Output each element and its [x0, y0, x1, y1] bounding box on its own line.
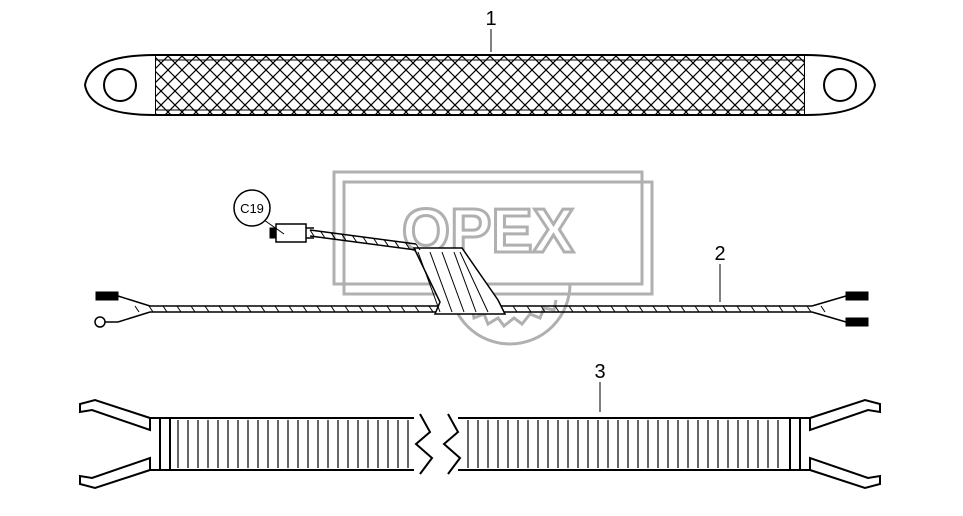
terminal-icon: [846, 318, 868, 326]
harness-right-split: [812, 292, 868, 326]
opex-watermark: OPEX: [334, 172, 652, 344]
harness-connector: [270, 224, 314, 242]
tube-end-right: [790, 400, 880, 488]
break-symbol-icon: [414, 414, 460, 474]
ring-terminal-icon: [95, 317, 105, 327]
callout-2: 2: [714, 243, 725, 265]
harness-left-split: [95, 292, 150, 327]
strap-body: [155, 55, 805, 115]
callout-3: 3: [594, 361, 605, 383]
tube-end-left: [80, 400, 170, 488]
part-1-strap: [85, 55, 875, 115]
part-3-tube: [80, 400, 880, 488]
tube-ribs: [178, 420, 778, 468]
strap-eye-left: [85, 55, 155, 115]
callout-1: 1: [485, 8, 496, 30]
terminal-icon: [846, 292, 868, 300]
balloon-c19-text: C19: [240, 201, 264, 216]
parts-diagram: OPEX: [0, 0, 963, 516]
terminal-icon: [96, 292, 118, 300]
strap-eye-right: [805, 55, 875, 115]
